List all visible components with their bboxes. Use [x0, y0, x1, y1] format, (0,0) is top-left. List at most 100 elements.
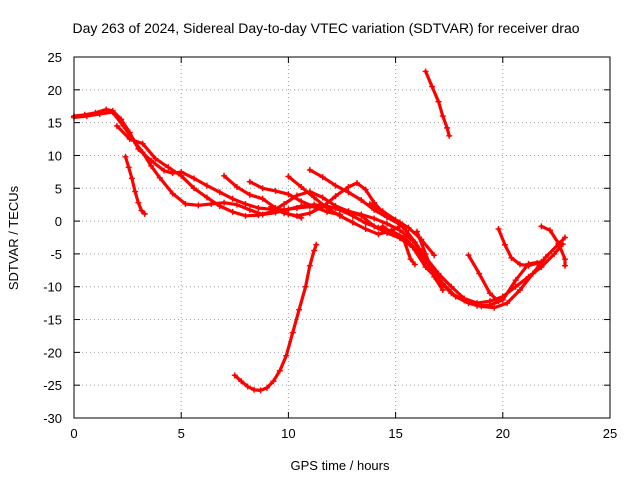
data-point — [396, 227, 403, 234]
data-point — [311, 203, 318, 210]
data-point — [379, 208, 386, 215]
data-point — [491, 304, 498, 311]
data-point — [538, 223, 545, 230]
data-point — [298, 198, 305, 205]
data-point — [332, 193, 339, 200]
series-track-5 — [246, 178, 343, 218]
data-point — [165, 164, 172, 171]
data-point — [311, 194, 318, 201]
series-track-16 — [422, 68, 453, 139]
data-point — [229, 195, 236, 202]
data-point — [246, 178, 253, 185]
data-point — [259, 195, 266, 202]
data-point — [504, 300, 511, 307]
data-point — [448, 290, 455, 297]
data-point — [156, 174, 163, 181]
data-point — [319, 194, 326, 201]
series-line-track-9 — [368, 202, 423, 253]
data-point — [216, 189, 223, 196]
data-point — [495, 298, 502, 305]
data-point — [229, 208, 236, 215]
data-point — [486, 290, 493, 297]
data-point — [296, 306, 303, 313]
data-point — [371, 215, 378, 222]
data-point — [233, 183, 240, 190]
data-point — [152, 155, 159, 162]
data-point — [358, 212, 365, 219]
data-point — [302, 283, 309, 290]
data-point — [270, 378, 277, 385]
data-point — [444, 124, 451, 131]
data-point — [448, 283, 455, 290]
data-point — [285, 191, 292, 198]
data-point — [122, 153, 129, 160]
data-point — [221, 172, 228, 179]
series-line-track-11 — [415, 230, 445, 292]
data-point — [384, 220, 391, 227]
data-point — [276, 367, 283, 374]
data-point — [525, 262, 532, 269]
data-point — [246, 191, 253, 198]
data-point — [345, 208, 352, 215]
data-point — [161, 167, 168, 174]
data-point — [409, 244, 416, 251]
data-point — [109, 109, 116, 116]
x-tick-label: 0 — [70, 426, 77, 441]
y-tick-label: -30 — [43, 411, 62, 426]
data-point — [221, 199, 228, 206]
data-point — [561, 234, 568, 241]
data-point — [169, 190, 176, 197]
chart-title: Day 263 of 2024, Sidereal Day-to-day VTE… — [72, 20, 579, 36]
grid — [74, 57, 610, 418]
data-point — [306, 210, 313, 217]
series-line-track-16 — [424, 69, 451, 138]
data-point — [431, 252, 438, 259]
series-track-11 — [414, 228, 446, 294]
series-line-track-17 — [233, 243, 318, 392]
data-point — [332, 182, 339, 189]
data-point — [255, 204, 262, 211]
data-point — [499, 296, 506, 303]
data-point — [439, 287, 446, 294]
data-point — [542, 254, 549, 261]
data-point — [251, 386, 258, 393]
data-point — [113, 122, 120, 129]
y-tick-label: 5 — [55, 181, 62, 196]
series-line-track-3 — [115, 124, 543, 308]
series-track-12 — [465, 252, 502, 305]
data-point — [407, 256, 414, 263]
series-track-15 — [122, 153, 148, 217]
data-point — [546, 227, 553, 234]
data-series — [71, 68, 568, 394]
data-point — [345, 189, 352, 196]
y-tick-label: 25 — [48, 50, 62, 65]
data-point — [306, 262, 313, 269]
series-track-17 — [231, 241, 320, 394]
data-point — [83, 113, 90, 120]
series-track-14 — [538, 223, 568, 269]
data-point — [203, 194, 210, 201]
data-point — [139, 149, 146, 156]
data-point — [120, 122, 127, 129]
y-axis-label: SDTVAR / TECUs — [6, 185, 21, 290]
data-point — [561, 256, 568, 263]
data-point — [242, 212, 249, 219]
y-tick-label: 15 — [48, 116, 62, 131]
data-point — [311, 247, 318, 254]
data-point — [390, 231, 397, 238]
data-point — [422, 250, 429, 257]
series-track-10 — [379, 223, 418, 268]
data-point — [362, 186, 369, 193]
data-point — [371, 223, 378, 230]
data-point — [96, 111, 103, 118]
data-point — [345, 183, 352, 190]
data-point — [392, 216, 399, 223]
data-point — [268, 208, 275, 215]
data-point — [257, 387, 264, 394]
y-tick-label: -25 — [43, 378, 62, 393]
data-point — [439, 113, 446, 120]
data-point — [298, 183, 305, 190]
data-point — [141, 210, 148, 217]
data-point — [508, 254, 515, 261]
